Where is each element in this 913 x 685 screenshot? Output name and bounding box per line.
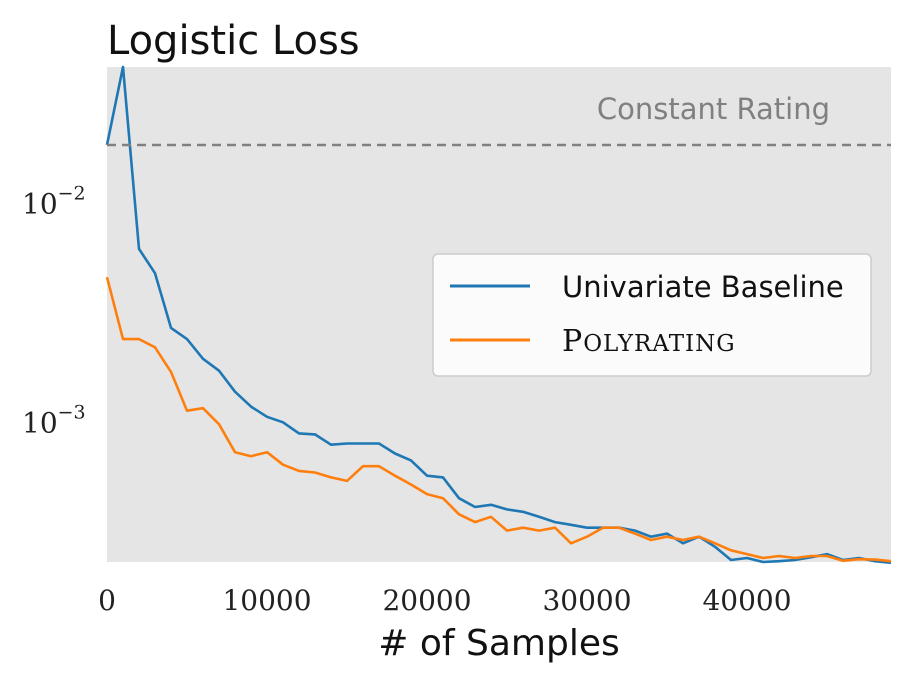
x-tick-label: 10000 [222,584,311,617]
reference-line-label: Constant Rating [597,92,830,126]
series-line-univariate-baseline [105,65,892,565]
x-tick-label: 0 [98,584,116,617]
x-axis-label: # of Samples [378,623,620,664]
legend-label-polyrating: POLYRATING [562,324,736,359]
series-layer [105,65,892,565]
series-line-polyrating [105,276,892,563]
chart-title: Logistic Loss [107,18,360,64]
x-axis-ticks: 0 10000 20000 30000 40000 [98,584,791,617]
x-tick-label: 40000 [702,584,791,617]
x-tick-label: 20000 [382,584,471,617]
legend: Univariate Baseline POLYRATING [432,253,872,377]
legend-box [432,253,872,377]
y-axis-ticks: 10−2 10−3 [22,182,86,439]
y-tick-label: 10−3 [22,401,86,439]
y-tick-label: 10−2 [22,182,86,220]
x-tick-label: 30000 [542,584,631,617]
legend-label-univariate-baseline: Univariate Baseline [562,270,844,304]
